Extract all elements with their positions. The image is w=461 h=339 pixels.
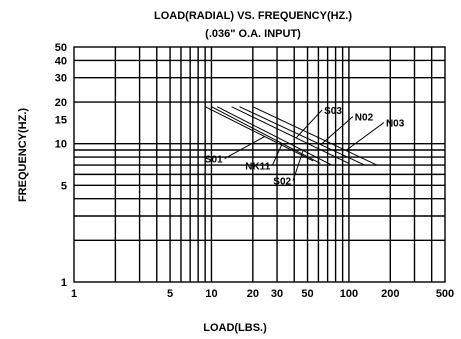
y-tick-label: 30 xyxy=(55,73,67,85)
series-line-s02 xyxy=(216,106,332,166)
series-line-nk11 xyxy=(211,106,321,164)
series-leader-s03 xyxy=(295,109,323,139)
chart-title: LOAD(RADIAL) VS. FREQUENCY(HZ.) xyxy=(154,10,352,22)
y-tick-label: 10 xyxy=(55,139,67,151)
y-axis-label: FREQUENCY(HZ.) xyxy=(17,108,29,202)
x-tick-label: 1 xyxy=(71,288,77,300)
series-leader-n03 xyxy=(345,122,385,151)
series-leader-n02 xyxy=(320,116,354,146)
y-tick-label: 1 xyxy=(61,277,67,289)
y-tick-label: 50 xyxy=(55,42,67,54)
chart-subtitle: (.036" O.A. INPUT) xyxy=(205,28,301,40)
x-tick-label: 200 xyxy=(381,288,399,300)
series-line-s01 xyxy=(204,106,314,162)
x-tick-label: 30 xyxy=(271,288,283,300)
y-tick-label: 40 xyxy=(55,55,67,67)
series-label-s03: S03 xyxy=(324,106,342,117)
y-tick-label: 5 xyxy=(61,180,67,192)
series-label-s02: S02 xyxy=(273,177,291,188)
series-label-s01: S01 xyxy=(205,155,223,166)
x-tick-label: 50 xyxy=(301,288,313,300)
x-tick-label: 20 xyxy=(247,288,259,300)
x-tick-label: 10 xyxy=(205,288,217,300)
series-label-n03: N03 xyxy=(386,119,405,130)
series-leader-s01 xyxy=(224,136,265,159)
series-leader-nk11 xyxy=(271,143,283,166)
series-label-n02: N02 xyxy=(355,113,374,124)
series-line-s03 xyxy=(231,106,350,164)
x-axis-label: LOAD(LBS.) xyxy=(203,322,267,334)
series-lines xyxy=(204,106,378,166)
y-tick-label: 15 xyxy=(55,114,67,126)
grid xyxy=(73,46,446,283)
series-label-nk11: NK11 xyxy=(245,162,270,173)
series-line-n02 xyxy=(239,106,365,166)
x-tick-label: 5 xyxy=(167,288,173,300)
series-leader-s02 xyxy=(292,150,304,181)
x-tick-label: 500 xyxy=(436,288,454,300)
y-tick-label: 20 xyxy=(55,97,67,109)
series-line-n03 xyxy=(252,106,378,166)
x-tick-label: 100 xyxy=(340,288,358,300)
